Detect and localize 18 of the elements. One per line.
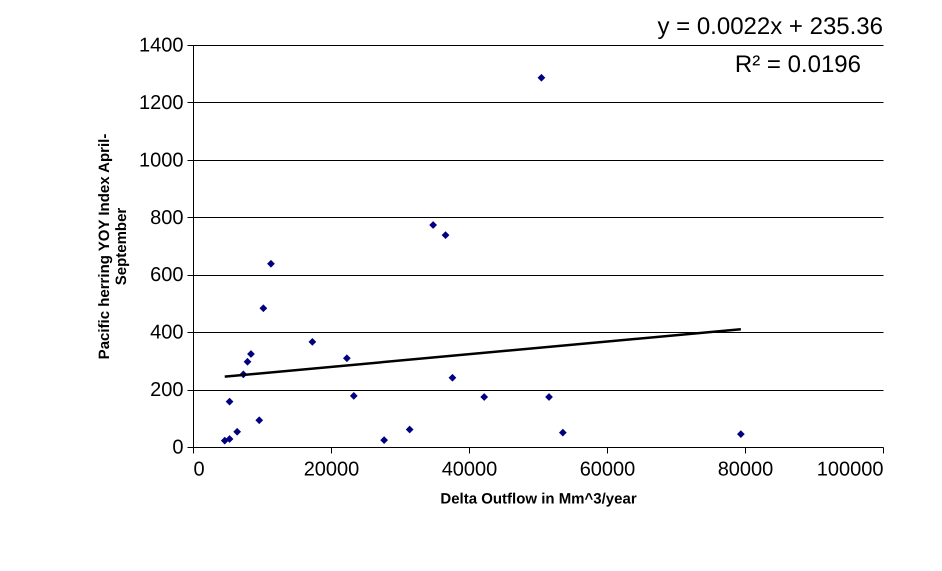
x-axis-title: Delta Outflow in Mm^3/year bbox=[440, 490, 637, 508]
x-tick-label: 60000 bbox=[580, 458, 636, 480]
annotation: R² = 0.0196 bbox=[734, 51, 861, 78]
y-tick-label: 400 bbox=[150, 322, 184, 344]
y-tick-label: 1200 bbox=[139, 92, 184, 114]
x-tick-label: 20000 bbox=[304, 458, 360, 480]
y-tick-label: 800 bbox=[150, 206, 184, 229]
y-tick-label: 0 bbox=[172, 436, 184, 458]
y-tick-label: 1000 bbox=[139, 149, 184, 172]
y-tick-label: 1400 bbox=[139, 34, 184, 56]
y-tick-label: 200 bbox=[150, 379, 184, 402]
y-tick-label: 600 bbox=[150, 264, 184, 286]
x-tick-label: 0 bbox=[194, 458, 205, 480]
x-tick-label: 80000 bbox=[718, 458, 774, 480]
y-axis-title: Pacific herring YOY Index April-September bbox=[96, 134, 130, 360]
text: y = 0.0022x + 235.36 bbox=[657, 13, 883, 40]
x-tick-label: 40000 bbox=[442, 458, 498, 480]
x-tick-label: 100000 bbox=[816, 458, 884, 480]
